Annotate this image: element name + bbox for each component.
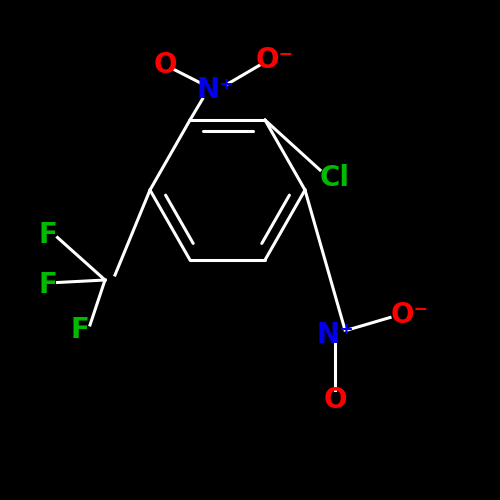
Text: Cl: Cl [320, 164, 350, 192]
Text: O⁻: O⁻ [391, 301, 429, 329]
Text: O⁻: O⁻ [256, 46, 294, 74]
Text: F: F [70, 316, 90, 344]
Text: O: O [323, 386, 347, 414]
Text: F: F [38, 221, 57, 249]
Text: O: O [153, 51, 177, 79]
Text: F: F [38, 271, 57, 299]
Text: N⁺: N⁺ [196, 76, 234, 104]
Text: N⁺: N⁺ [316, 321, 354, 349]
